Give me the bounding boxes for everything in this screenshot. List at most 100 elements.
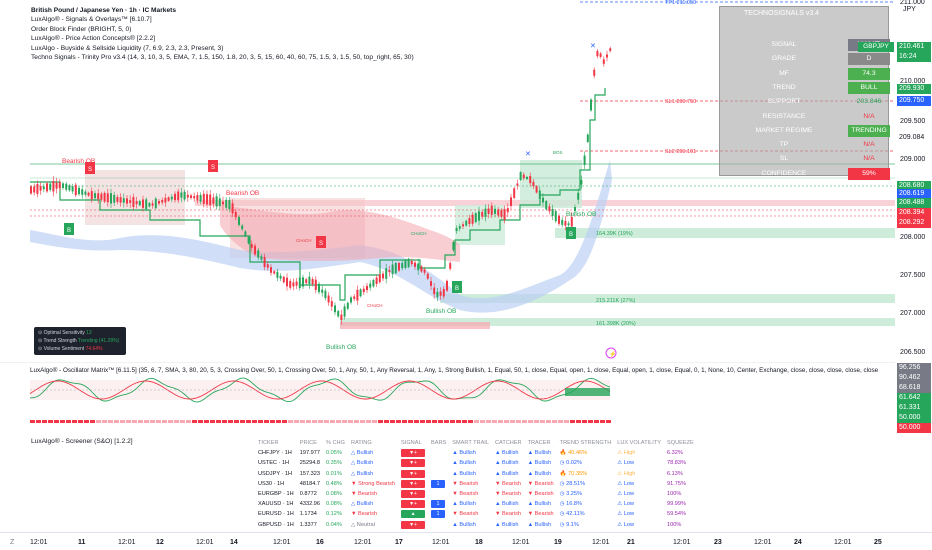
- technosignals-key: SUPPORT: [767, 98, 801, 106]
- indicator-line-2[interactable]: Order Block Finder (BRIGHT, 5, 0): [31, 25, 132, 33]
- oscillator-bar: [402, 420, 407, 423]
- svg-text:B: B: [569, 232, 573, 238]
- oscillator-bar: [90, 420, 95, 423]
- symbol-title[interactable]: British Pound / Japanese Yen · 1h · IC M…: [31, 7, 176, 14]
- screener-cell: ▼+: [398, 489, 428, 499]
- alert-icon[interactable]: [605, 347, 617, 359]
- candle-body: [289, 280, 292, 288]
- screener-row[interactable]: XAUUSD · 1H 4332.96 0.08% △ Bullish ▼+ 1 ▲ Bul…: [255, 499, 697, 509]
- oscillator-bar: [120, 420, 125, 423]
- candle-body: [218, 198, 221, 207]
- price-chart[interactable]: S S S B B B Bearish OB Bearish OB Bullis…: [0, 0, 895, 362]
- bos-label: BOS: [553, 150, 563, 155]
- technosignals-value: D: [848, 53, 890, 66]
- time-tick: 12:01: [196, 539, 214, 546]
- oscillator-bar: [306, 420, 311, 423]
- technosignals-value: N/A: [863, 112, 875, 120]
- screener-header[interactable]: CATCHER: [494, 440, 522, 447]
- candle-body: [311, 279, 314, 285]
- choch-label-2: CHoCH: [411, 231, 427, 236]
- screener-row[interactable]: USTEC · 1H 25294.8 0.35% △ Bullish ▼+ ▲ Bulli…: [255, 458, 697, 468]
- bars-badge: 1: [431, 510, 446, 519]
- oscillator-bar: [324, 420, 329, 423]
- oscillator-title[interactable]: LuxAlgo® - Oscillator Matrix™ [6.11.5] (…: [30, 366, 879, 374]
- screener-cell: 0.08%: [325, 501, 342, 508]
- screener-header[interactable]: TICKER: [258, 440, 279, 447]
- price-tick: 209.500: [900, 118, 926, 125]
- technosignals-row: TREND BULL: [720, 81, 890, 94]
- screener-header[interactable]: TRACER: [527, 440, 551, 447]
- screener-row[interactable]: CHFJPY · 1H 197.977 0.05% △ Bullish ▼+ ▲ Bull…: [255, 448, 697, 458]
- oscillator-label: 68.618: [897, 383, 931, 393]
- candle-body: [516, 183, 519, 186]
- oscillator-bar: [474, 420, 479, 423]
- sell-signal-marker-2[interactable]: [208, 160, 218, 172]
- indicator-line-3[interactable]: LuxAlgo® - Price Action Concepts® [2.2.2…: [31, 35, 156, 43]
- oscillator-pane[interactable]: LuxAlgo® - Oscillator Matrix™ [6.11.5] (…: [0, 362, 895, 432]
- price-label: 210.461: [897, 42, 931, 52]
- candle-body: [382, 273, 384, 279]
- sell-signal-marker-3[interactable]: [316, 236, 326, 248]
- candle-body: [330, 301, 333, 307]
- buy-signal-marker-2[interactable]: [452, 281, 462, 293]
- indicator-line-1[interactable]: LuxAlgo® - Signals & Overlays™ [6.10.7]: [31, 16, 152, 24]
- buy-signal-marker[interactable]: [64, 223, 74, 235]
- screener-header[interactable]: RATING: [350, 440, 372, 447]
- time-tick: 12:01: [834, 539, 852, 546]
- oscillator-bar: [504, 420, 509, 423]
- screener-header[interactable]: PRICE: [299, 440, 317, 447]
- candle-body: [199, 194, 202, 202]
- oscillator-bar: [150, 420, 155, 423]
- signal-badge: ▼+: [401, 490, 426, 499]
- screener-cell: ▲ Bullish: [527, 450, 552, 457]
- time-tick: 12: [156, 539, 164, 546]
- oscillator-bar: [72, 420, 77, 423]
- candle-body: [394, 262, 397, 274]
- screener-cell: ▼+: [398, 520, 428, 530]
- candle-body: [202, 193, 205, 204]
- time-axis[interactable]: [0, 532, 932, 550]
- technosignals-value: 203.846: [856, 98, 882, 106]
- candle-body: [577, 192, 580, 200]
- candle-body: [334, 305, 336, 313]
- screener-row[interactable]: EURGBP · 1H 0.8772 0.08% ▼ Bearish ▼+ ▼ Beari…: [255, 489, 697, 499]
- oscillator-bar: [30, 420, 35, 423]
- liquidity-label-2: 215.211K (27%): [596, 298, 636, 304]
- screener-header[interactable]: LUX VOLATILITY: [617, 440, 661, 447]
- oscillator-bar: [366, 420, 371, 423]
- screener-header[interactable]: TREND STRENGTH: [559, 440, 612, 447]
- screener-header[interactable]: BARS: [431, 440, 447, 447]
- indicator-line-4[interactable]: LuxAlgo - Buyside & Sellside Liquidity (…: [31, 44, 224, 52]
- choch-label-3: CHoCH: [367, 303, 383, 308]
- screener-title[interactable]: LuxAlgo® - Screener (S&O) [1.2.2]: [31, 438, 133, 445]
- screener-cell: 0.05%: [325, 450, 342, 457]
- screener-cell: ◷ 28.51%: [559, 480, 586, 487]
- candle-body: [564, 220, 567, 226]
- screener-cell: 6.32%: [666, 450, 683, 457]
- screener-cell: ▲ Bullish: [452, 460, 476, 467]
- liquidity-label-1: 164.39K (19%): [596, 231, 633, 237]
- screener-header[interactable]: % CHG: [325, 440, 345, 447]
- sell-signal-marker[interactable]: [85, 162, 95, 174]
- candle-body: [206, 194, 208, 205]
- buy-signal-marker-3[interactable]: [566, 227, 576, 239]
- oscillator-bar: [462, 420, 467, 423]
- technosignals-key: SL: [779, 155, 789, 163]
- screener-header[interactable]: SMART TRAIL: [452, 440, 489, 447]
- indicator-line-5[interactable]: Techno Signals - Trinity Pro v3.4 (14, 3…: [31, 54, 414, 62]
- oscillator-bar: [216, 420, 221, 423]
- screener-header[interactable]: SQUEEZE: [666, 440, 694, 447]
- price-label: 208.394: [897, 208, 931, 218]
- screener-cell: ▲ Bullish: [527, 501, 552, 508]
- screener-cell: △ Bullish: [350, 450, 374, 457]
- oscillator-bar: [534, 420, 539, 423]
- screener-cell: ▲: [398, 509, 428, 519]
- candle-body: [254, 245, 256, 255]
- screener-row[interactable]: EURUSD · 1H 1.1734 0.12% ▼ Bearish ▲ 1 ▼ Beari…: [255, 509, 697, 519]
- screener-row[interactable]: GBPUSD · 1H 1.3377 0.04% △ Neutral ▼+ ▲ Bulli…: [255, 520, 697, 530]
- timezone-corner[interactable]: Z: [10, 539, 15, 546]
- screener-row[interactable]: USDJPY · 1H 157.323 0.01% △ Bullish ▼+ ▲ Bull…: [255, 469, 697, 479]
- screener-cell: ▲ Bullish: [452, 450, 476, 457]
- screener-header[interactable]: SIGNAL: [401, 440, 422, 447]
- screener-row[interactable]: US30 · 1H 48184.7 0.48% ▼ Strong Bearish ▼+ 1…: [255, 479, 697, 489]
